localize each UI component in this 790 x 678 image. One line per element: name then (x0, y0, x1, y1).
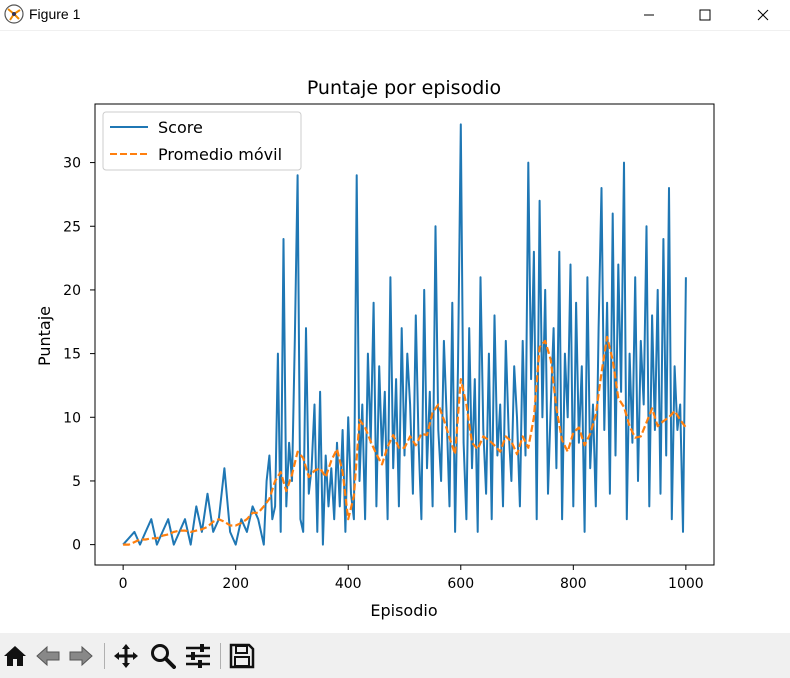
zoom-icon (151, 644, 176, 669)
y-tick-label: 10 (63, 410, 81, 426)
configure-subplots-button[interactable] (183, 641, 213, 671)
toolbar-separator (220, 643, 221, 669)
save-icon (229, 643, 255, 669)
maximize-button[interactable] (676, 0, 734, 30)
y-tick-label: 20 (63, 283, 81, 299)
y-tick-label: 25 (63, 219, 81, 235)
pan-button[interactable] (111, 641, 141, 671)
title-bar: Figure 1 (0, 0, 790, 31)
legend-label-score: Score (158, 118, 203, 137)
app-icon (4, 4, 24, 24)
forward-icon (69, 645, 93, 667)
legend: Score Promedio móvil (102, 111, 302, 171)
navigation-toolbar (0, 633, 790, 678)
back-button[interactable] (33, 641, 63, 671)
maximize-icon (699, 9, 711, 21)
axis-ticks: 0 200 400 600 800 1000 0 5 10 15 20 25 30 (63, 156, 704, 592)
y-tick-label: 30 (63, 156, 81, 172)
configure-subplots-icon (186, 644, 210, 668)
y-tick-label: 15 (63, 347, 81, 363)
score-series-line (122, 123, 687, 546)
minimize-icon (644, 14, 654, 16)
minimize-button[interactable] (620, 0, 678, 30)
close-icon (757, 9, 769, 21)
x-tick-label: 400 (335, 576, 362, 592)
x-tick-label: 1000 (668, 576, 704, 592)
legend-label-moving-average: Promedio móvil (158, 145, 282, 164)
chart: Puntaje por episodio 0 200 400 600 800 1000 0 5… (35, 77, 715, 620)
y-tick-label: 0 (72, 538, 81, 554)
zoom-button[interactable] (148, 641, 178, 671)
home-icon (4, 646, 26, 666)
home-button[interactable] (0, 641, 30, 671)
moving-average-series-line (123, 335, 687, 546)
figure-canvas: Puntaje por episodio 0 200 400 600 800 1000 0 5… (0, 31, 790, 631)
x-tick-label: 800 (560, 576, 587, 592)
toolbar-separator (104, 643, 105, 669)
forward-button[interactable] (66, 641, 96, 671)
close-button[interactable] (734, 0, 790, 30)
x-tick-label: 200 (222, 576, 249, 592)
data-lines (122, 123, 687, 546)
x-tick-label: 0 (119, 576, 128, 592)
y-tick-label: 5 (72, 474, 81, 490)
window-title: Figure 1 (29, 6, 81, 22)
x-axis-label: Episodio (370, 601, 437, 620)
pan-icon (114, 644, 138, 668)
back-icon (36, 645, 60, 667)
x-tick-label: 600 (447, 576, 474, 592)
legend-box (102, 111, 302, 171)
chart-title: Puntaje por episodio (307, 77, 501, 99)
save-button[interactable] (227, 641, 257, 671)
y-axis-label: Puntaje (35, 306, 54, 366)
